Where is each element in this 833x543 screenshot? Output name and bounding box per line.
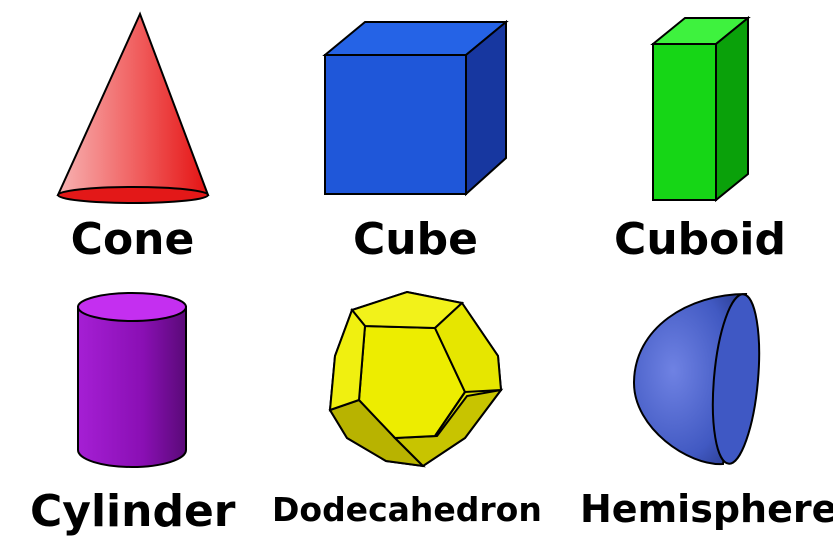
cuboid-label: Cuboid	[614, 214, 786, 265]
cube-icon	[322, 19, 509, 197]
dodecahedron-label: Dodecahedron	[272, 490, 542, 529]
cuboid-icon	[650, 15, 751, 203]
cylinder-label: Cylinder	[30, 486, 236, 537]
hemisphere-icon	[632, 292, 761, 466]
dodecahedron-icon	[328, 290, 504, 468]
cone-label: Cone	[70, 214, 195, 265]
cube-label: Cube	[353, 214, 478, 265]
cylinder-icon	[77, 292, 187, 468]
hemisphere-label: Hemisphere	[580, 487, 833, 531]
cone-icon	[56, 11, 210, 204]
